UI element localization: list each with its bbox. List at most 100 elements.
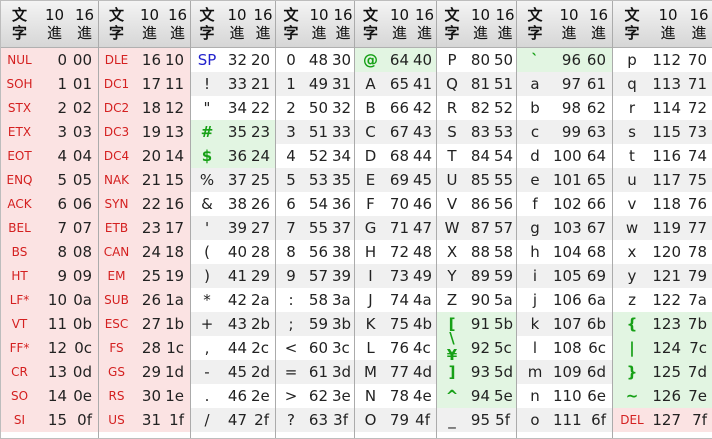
hex-cell: 09: [72, 267, 92, 285]
dec-cell: 68: [389, 147, 409, 165]
dec-cell: 89: [470, 267, 490, 285]
hex-cell: 28: [251, 243, 271, 261]
dec-cell: 38: [227, 195, 247, 213]
hex-cell: 7f: [692, 411, 707, 429]
hex-cell: 5d: [494, 363, 514, 381]
hex-cell: 38: [332, 243, 352, 261]
char-cell: Z: [446, 291, 458, 309]
header-hex: 16 進: [74, 6, 95, 42]
table-row: a 97 61: [517, 72, 612, 96]
hex-cell: 18: [165, 243, 185, 261]
table-row: g 103 67: [517, 216, 612, 240]
table-row: ] 93 5d: [437, 360, 516, 384]
table-row: r 114 72: [613, 96, 712, 120]
table-row: @64 40: [355, 48, 436, 72]
char-cell: S: [447, 123, 457, 141]
dec-cell: 109: [553, 363, 582, 381]
dec-cell: 118: [652, 195, 681, 213]
table-row: >62 3e: [276, 384, 354, 408]
dec-cell: 48: [308, 51, 328, 69]
hex-cell: 14: [165, 147, 185, 165]
dec-cell: 7: [57, 219, 67, 237]
dec-cell: 15: [47, 411, 67, 429]
table-row: I 73 49: [355, 264, 436, 288]
dec-cell: 90: [470, 291, 490, 309]
table-row: NAK 21 15: [99, 168, 190, 192]
dec-cell: 3: [57, 123, 67, 141]
char-cell: ": [203, 99, 211, 117]
table-row: D 68 44: [355, 144, 436, 168]
header-hex: 16 進: [689, 6, 709, 42]
highlight-bg: [1, 336, 98, 360]
char-cell: ETX: [7, 125, 32, 139]
table-row: ETB 23 17: [99, 216, 190, 240]
dec-cell: 9: [57, 267, 67, 285]
dec-cell: 63: [308, 411, 328, 429]
char-cell: DC4: [103, 149, 130, 163]
char-cell: ?: [287, 411, 295, 429]
char-cell: C: [365, 123, 376, 141]
char-cell: DC2: [103, 101, 130, 115]
char-cell: g: [530, 219, 540, 237]
dec-cell: 92: [470, 339, 490, 357]
dec-cell: 114: [652, 99, 681, 117]
dec-cell: 8: [57, 243, 67, 261]
char-cell: 1: [286, 75, 296, 93]
table-row: DC2 18 12: [99, 96, 190, 120]
hex-cell: 3b: [332, 315, 352, 333]
highlight-bg: [437, 312, 516, 336]
dec-cell: 66: [389, 99, 409, 117]
char-cell: b: [530, 99, 540, 117]
highlight-bg: [99, 144, 190, 168]
highlight-bg: [613, 312, 712, 336]
hex-cell: 72: [687, 99, 707, 117]
highlight-bg: [1, 168, 98, 192]
dec-cell: 32: [227, 51, 247, 69]
hex-cell: 1d: [165, 363, 185, 381]
highlight-bg: [1, 360, 98, 384]
char-cell: B: [365, 99, 376, 117]
dec-cell: 119: [652, 219, 681, 237]
char-cell: US: [108, 413, 125, 427]
dec-cell: 125: [652, 363, 681, 381]
char-cell: .: [204, 387, 210, 405]
hex-cell: 44: [413, 147, 433, 165]
table-row: [91 5b: [437, 312, 516, 336]
hex-cell: 6e: [587, 387, 606, 405]
hex-cell: 1c: [166, 339, 184, 357]
char-cell: U: [446, 171, 458, 189]
hex-cell: 0d: [72, 363, 92, 381]
char-cell: DEL: [620, 413, 644, 427]
dec-cell: 53: [308, 171, 328, 189]
char-cell: @: [363, 51, 378, 69]
dec-cell: 37: [227, 171, 247, 189]
table-row: +43 2b: [191, 312, 275, 336]
header-hex: 16 進: [588, 6, 609, 42]
char-cell: SI: [13, 413, 26, 427]
hex-cell: 73: [687, 123, 707, 141]
dec-cell: 95: [470, 411, 490, 429]
hex-cell: 31: [332, 75, 352, 93]
dec-cell: 40: [227, 243, 247, 261]
hex-cell: 4e: [413, 387, 432, 405]
dec-cell: 120: [652, 243, 681, 261]
hex-cell: 08: [72, 243, 92, 261]
char-cell: F: [366, 195, 375, 213]
table-row: EM 25 19: [99, 264, 190, 288]
table-row: RS 30 1e: [99, 384, 190, 408]
dec-cell: 94: [470, 387, 490, 405]
dec-cell: 91: [470, 315, 490, 333]
char-cell: 4: [286, 147, 296, 165]
char-cell: l: [532, 339, 538, 357]
hex-cell: 24: [251, 147, 271, 165]
table-row: SP 32 20: [191, 48, 275, 72]
char-cell: w: [625, 219, 639, 237]
hex-cell: 5f: [495, 411, 510, 429]
char-cell: {: [626, 315, 638, 333]
dec-cell: 2: [57, 99, 67, 117]
dec-cell: 0: [57, 51, 67, 69]
hex-cell: 12: [165, 99, 185, 117]
dec-cell: 5: [57, 171, 67, 189]
dec-cell: 93: [470, 363, 490, 381]
highlight-bg: [99, 72, 190, 96]
